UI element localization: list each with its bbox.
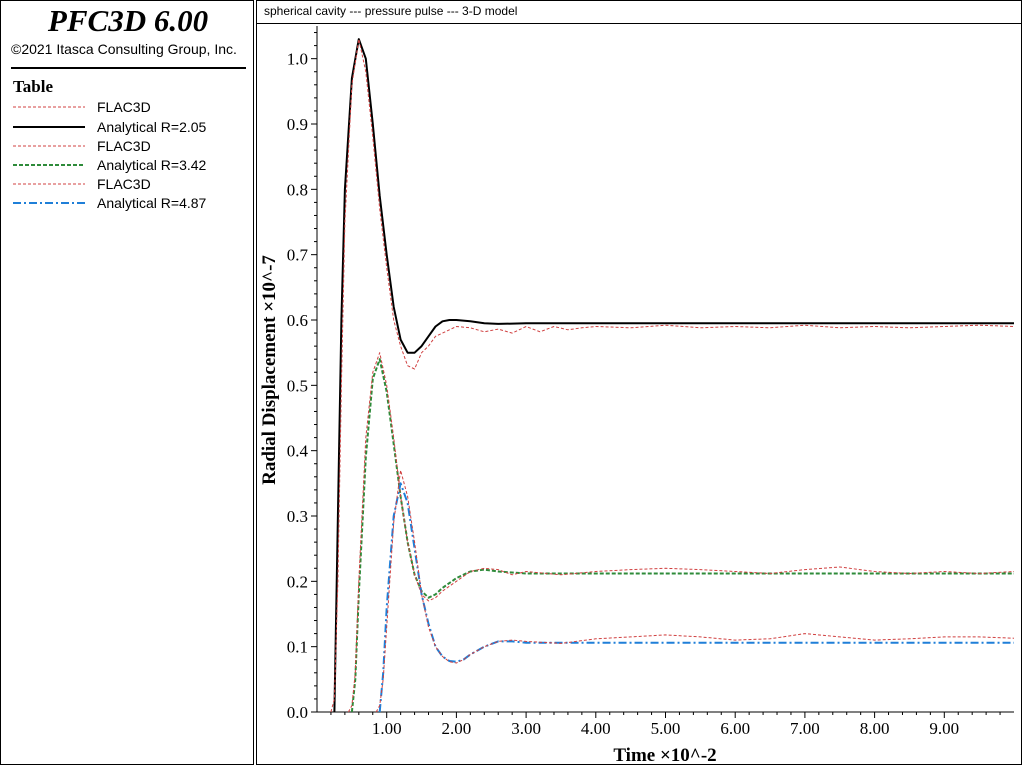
legend-swatch-red-dashed — [13, 183, 85, 185]
x-tick-label: 8.00 — [860, 719, 890, 738]
x-tick-label: 5.00 — [651, 719, 681, 738]
series-line-2 — [330, 38, 1015, 713]
legend-item-analytical-4-87[interactable]: Analytical R=4.87 — [13, 194, 243, 212]
legend-label: Analytical R=3.42 — [97, 157, 207, 173]
y-tick-label: 0.0 — [287, 703, 308, 722]
chart-title-divider — [257, 23, 1021, 24]
app-title: PFC3D 6.00 — [47, 3, 209, 38]
legend-panel: PFC3D 6.00 ©2021 Itasca Consulting Group… — [0, 0, 254, 765]
y-axis-label: Radial Displacement ×10^-7 — [259, 255, 280, 485]
x-tick-label: 6.00 — [720, 719, 750, 738]
legend-swatch-green-dashed — [13, 164, 85, 166]
legend-item-analytical-2-05[interactable]: Analytical R=2.05 — [13, 118, 243, 136]
title-divider — [11, 67, 246, 69]
legend-title: Table — [13, 77, 54, 96]
legend-swatch-blue-dashdot — [13, 202, 85, 204]
axes-layer: 0.0 0.1 0.2 0.3 0.4 0.5 0.6 0.7 0.8 0.9 1.0 1.00 2.0… — [287, 26, 1014, 738]
legend-item-flac3d-3[interactable]: FLAC3D — [13, 175, 243, 193]
series-line-1 — [333, 38, 1014, 713]
series-line-5 — [378, 482, 1014, 713]
y-tick-label: 0.1 — [287, 638, 308, 657]
y-tick-label: 0.8 — [287, 180, 308, 199]
series-layer — [330, 38, 1015, 713]
y-tick-label: 0.7 — [287, 246, 309, 265]
legend-swatch-red-dashed — [13, 145, 85, 147]
y-tick-label: 0.2 — [287, 572, 308, 591]
series-line-3 — [350, 358, 1014, 713]
y-tick-label: 0.4 — [287, 442, 309, 461]
series-line-6 — [375, 469, 1015, 713]
x-tick-label: 7.00 — [790, 719, 820, 738]
legend-item-flac3d-2[interactable]: FLAC3D — [13, 137, 243, 155]
x-tick-label: 2.00 — [442, 719, 472, 738]
legend-item-analytical-3-42[interactable]: Analytical R=3.42 — [13, 156, 243, 174]
x-tick-label: 9.00 — [929, 719, 959, 738]
copyright-text: ©2021 Itasca Consulting Group, Inc. — [11, 41, 237, 57]
legend-item-flac3d-1[interactable]: FLAC3D — [13, 98, 243, 116]
chart-title: spherical cavity --- pressure pulse --- … — [264, 4, 518, 18]
legend-swatch-red-dashed — [13, 106, 85, 108]
legend-label: FLAC3D — [97, 176, 151, 192]
y-tick-label: 0.9 — [287, 115, 308, 134]
x-tick-label: 3.00 — [511, 719, 541, 738]
legend-swatch-black-solid — [13, 126, 85, 128]
legend-label: Analytical R=2.05 — [97, 119, 207, 135]
y-tick-label: 0.3 — [287, 507, 308, 526]
legend-label: FLAC3D — [97, 138, 151, 154]
x-tick-label: 4.00 — [581, 719, 611, 738]
x-axis-label: Time ×10^-2 — [613, 745, 716, 766]
y-tick-label: 0.6 — [287, 311, 308, 330]
legend-label: FLAC3D — [97, 99, 151, 115]
legend-label: Analytical R=4.87 — [97, 195, 207, 211]
y-tick-label: 1.0 — [287, 50, 308, 69]
series-line-4 — [347, 352, 1015, 713]
x-tick-label: 1.00 — [372, 719, 402, 738]
y-tick-label: 0.5 — [287, 376, 308, 395]
